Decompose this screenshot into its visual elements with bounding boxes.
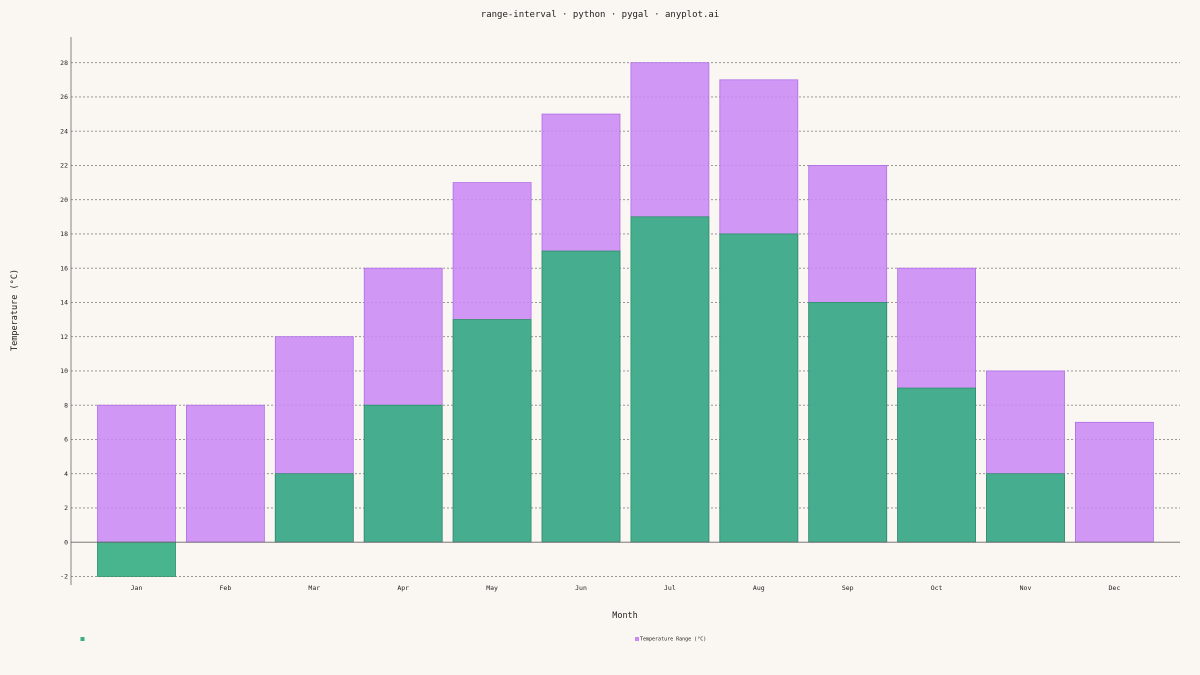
bar-range-jan (97, 404, 176, 543)
x-tick-label: Jan (131, 584, 143, 592)
y-tick-label: 6 (64, 436, 68, 444)
bars (97, 62, 1154, 577)
bar-range-dec (1075, 421, 1154, 543)
y-tick-label: 20 (60, 196, 68, 204)
y-tick-label: 10 (60, 367, 68, 375)
y-tick-label: 4 (64, 470, 68, 478)
x-tick-label: Nov (1020, 584, 1032, 592)
legend-swatch (80, 637, 85, 641)
x-tick-label: Jul (664, 584, 676, 592)
legend-swatch (635, 637, 639, 641)
y-tick-label: 2 (64, 504, 68, 512)
bar-low-aug (719, 233, 799, 543)
x-tick-label: Sep (842, 584, 854, 592)
legend-label: Temperature Range (°C) (640, 637, 706, 643)
x-tick-label: Mar (308, 584, 320, 592)
y-tick-label: 16 (60, 264, 68, 272)
bar-low-jul (630, 216, 710, 543)
y-tick-label: 18 (60, 230, 68, 238)
x-tick-label: Oct (931, 584, 943, 592)
x-tick-label: Feb (220, 584, 232, 592)
bar-low-nov (986, 473, 1065, 543)
x-axis-title: Month (612, 611, 638, 621)
y-axis-title: Temperature (°C) (10, 269, 20, 351)
bar-low-apr (363, 404, 443, 543)
y-tick-label: 28 (60, 59, 68, 67)
y-tick-label: -2 (60, 573, 68, 581)
bar-range-feb (185, 404, 265, 543)
bar-low-jan (97, 541, 176, 577)
y-tick-label: 0 (64, 538, 68, 546)
bar-low-oct (897, 387, 976, 543)
chart-title: range-interval · python · pygal · anyplo… (481, 10, 719, 20)
y-tick-label: 22 (60, 162, 68, 170)
bar-low-mar (274, 473, 354, 543)
bar-low-jun (541, 250, 621, 543)
y-tick-label: 24 (60, 127, 68, 135)
bar-low-sep (808, 302, 888, 543)
x-tick-label: Aug (753, 584, 765, 592)
x-tick-label: Dec (1109, 584, 1121, 592)
x-tick-label: Apr (397, 584, 409, 592)
y-tick-label: 12 (60, 333, 68, 341)
bar-low-may (452, 319, 532, 543)
y-tick-label: 8 (64, 401, 68, 409)
y-tick-label: 26 (60, 93, 68, 101)
x-tick-labels: Jan Feb Mar Apr May Jun Jul Aug Sep Oct Nov Dec (131, 584, 1121, 592)
x-tick-label: May (486, 584, 498, 592)
legend: Temperature Range (°C) (80, 637, 706, 643)
x-tick-label: Jun (575, 584, 587, 592)
axes (70, 37, 1180, 585)
y-tick-label: 14 (60, 299, 68, 307)
